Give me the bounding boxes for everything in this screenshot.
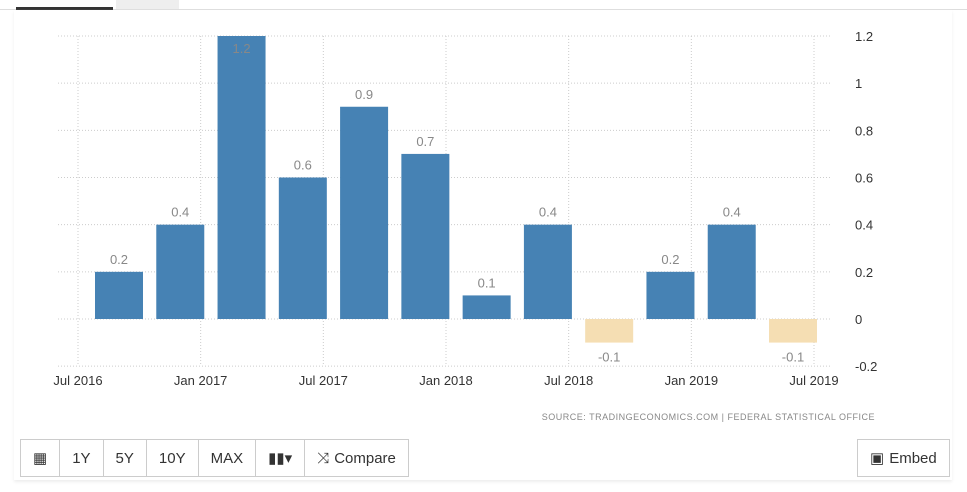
10y-button[interactable]: 10Y [146, 440, 199, 476]
x-tick-label: Jul 2019 [789, 373, 838, 388]
y-tick-label: 0 [855, 312, 862, 327]
y-tick-label: -0.2 [855, 359, 877, 374]
bar [707, 224, 756, 319]
bar-chart: 1.2 1 0.8 0.6 0.4 0.2 0 -0.2 Jul 2016 Jan 2017 Jul… [53, 29, 877, 388]
source-note: SOURCE: TRADINGECONOMICS.COM | FEDERAL S… [541, 412, 875, 422]
tab-bar [0, 0, 967, 10]
y-tick-label: 0.6 [855, 171, 873, 186]
data-label: 0.4 [539, 205, 557, 220]
data-label: 1.2 [233, 41, 251, 56]
bar [217, 36, 266, 319]
bar [769, 319, 817, 343]
tab-active[interactable] [16, 7, 113, 10]
bar [340, 106, 389, 319]
shuffle-icon: ⤨ [317, 449, 330, 467]
bar [585, 319, 634, 343]
bar [523, 224, 572, 319]
tab-inactive[interactable] [116, 0, 179, 9]
bar-chart-icon: ▮▮▾ [268, 450, 293, 467]
x-tick-label: Jul 2018 [544, 373, 593, 388]
image-icon: ▣ [870, 450, 885, 467]
compare-label: Compare [334, 449, 396, 467]
1y-button[interactable]: 1Y [60, 440, 104, 476]
data-label: 0.7 [416, 134, 434, 149]
bar [278, 177, 327, 319]
data-label: 0.6 [294, 158, 312, 173]
embed-label: Embed [889, 449, 937, 467]
y-tick-label: 1 [855, 76, 862, 91]
data-label: 0.2 [661, 252, 679, 267]
y-tick-label: 0.2 [855, 265, 873, 280]
compare-button[interactable]: ⤨ Compare [305, 440, 408, 476]
calendar-icon: ▦ [33, 450, 48, 467]
data-label: 0.9 [355, 87, 373, 102]
bar [462, 295, 511, 319]
bar [156, 224, 205, 319]
x-tick-label: Jan 2019 [665, 373, 719, 388]
y-tick-label: 1.2 [855, 29, 873, 44]
embed-button[interactable]: ▣ Embed [857, 439, 950, 477]
data-label: 0.1 [478, 275, 496, 290]
bar [401, 153, 450, 319]
data-label: 0.4 [723, 205, 741, 220]
bar [95, 271, 143, 319]
x-tick-label: Jul 2016 [53, 373, 102, 388]
x-tick-label: Jul 2017 [299, 373, 348, 388]
bar [646, 271, 695, 319]
data-label: -0.1 [782, 350, 804, 365]
x-tick-label: Jan 2017 [174, 373, 228, 388]
max-button[interactable]: MAX [198, 440, 257, 476]
x-tick-label: Jan 2018 [419, 373, 473, 388]
range-toolbar: ▦ 1Y 5Y 10Y MAX ▮▮▾ ⤨ Compare [20, 439, 409, 477]
data-label: 0.2 [110, 252, 128, 267]
y-tick-label: 0.8 [855, 123, 873, 138]
calendar-button[interactable]: ▦ [21, 440, 61, 476]
data-label: -0.1 [598, 350, 620, 365]
chart-type-button[interactable]: ▮▮▾ [256, 440, 306, 476]
data-label: 0.4 [171, 205, 189, 220]
y-tick-label: 0.4 [855, 218, 873, 233]
5y-button[interactable]: 5Y [103, 440, 147, 476]
